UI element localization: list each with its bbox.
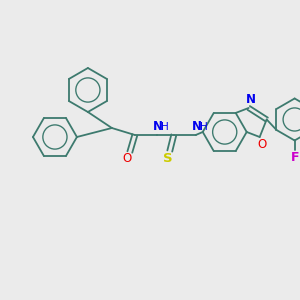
Text: H: H	[200, 122, 208, 132]
Text: N: N	[153, 121, 163, 134]
Text: O: O	[122, 152, 131, 166]
Text: N: N	[246, 93, 256, 106]
Text: S: S	[163, 152, 172, 166]
Text: O: O	[257, 137, 266, 151]
Text: N: N	[192, 121, 202, 134]
Text: H: H	[161, 122, 169, 132]
Text: F: F	[290, 151, 299, 164]
